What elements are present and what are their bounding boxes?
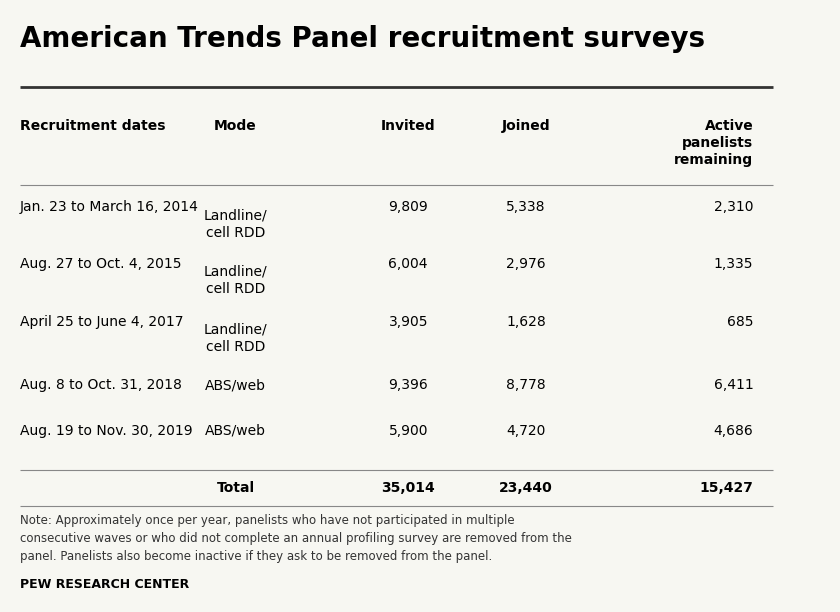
Text: 2,310: 2,310 xyxy=(714,200,753,214)
Text: Total: Total xyxy=(217,481,255,495)
Text: 23,440: 23,440 xyxy=(499,481,553,495)
Text: Recruitment dates: Recruitment dates xyxy=(20,119,165,133)
Text: 8,778: 8,778 xyxy=(506,378,546,392)
Text: 35,014: 35,014 xyxy=(381,481,435,495)
Text: Note: Approximately once per year, panelists who have not participated in multip: Note: Approximately once per year, panel… xyxy=(20,514,572,563)
Text: Invited: Invited xyxy=(381,119,435,133)
Text: 15,427: 15,427 xyxy=(700,481,753,495)
Text: 4,720: 4,720 xyxy=(507,424,545,438)
Text: ABS/web: ABS/web xyxy=(205,424,266,438)
Text: 2,976: 2,976 xyxy=(506,257,546,271)
Text: 9,809: 9,809 xyxy=(388,200,428,214)
Text: 4,686: 4,686 xyxy=(714,424,753,438)
Text: April 25 to June 4, 2017: April 25 to June 4, 2017 xyxy=(20,315,183,329)
Text: Landline/
cell RDD: Landline/ cell RDD xyxy=(204,208,267,239)
Text: ABS/web: ABS/web xyxy=(205,378,266,392)
Text: 1,628: 1,628 xyxy=(506,315,546,329)
Text: 5,900: 5,900 xyxy=(388,424,428,438)
Text: PEW RESEARCH CENTER: PEW RESEARCH CENTER xyxy=(20,578,189,591)
Text: Jan. 23 to March 16, 2014: Jan. 23 to March 16, 2014 xyxy=(20,200,199,214)
Text: 3,905: 3,905 xyxy=(388,315,428,329)
Text: Aug. 8 to Oct. 31, 2018: Aug. 8 to Oct. 31, 2018 xyxy=(20,378,181,392)
Text: Aug. 19 to Nov. 30, 2019: Aug. 19 to Nov. 30, 2019 xyxy=(20,424,192,438)
Text: Landline/
cell RDD: Landline/ cell RDD xyxy=(204,323,267,354)
Text: 6,411: 6,411 xyxy=(714,378,753,392)
Text: 1,335: 1,335 xyxy=(714,257,753,271)
Text: Active
panelists
remaining: Active panelists remaining xyxy=(675,119,753,168)
Text: Aug. 27 to Oct. 4, 2015: Aug. 27 to Oct. 4, 2015 xyxy=(20,257,181,271)
Text: 685: 685 xyxy=(727,315,753,329)
Text: American Trends Panel recruitment surveys: American Trends Panel recruitment survey… xyxy=(20,25,705,53)
Text: 9,396: 9,396 xyxy=(388,378,428,392)
Text: 5,338: 5,338 xyxy=(507,200,546,214)
Text: 6,004: 6,004 xyxy=(388,257,428,271)
Text: Joined: Joined xyxy=(501,119,550,133)
Text: Mode: Mode xyxy=(214,119,257,133)
Text: Landline/
cell RDD: Landline/ cell RDD xyxy=(204,265,267,296)
